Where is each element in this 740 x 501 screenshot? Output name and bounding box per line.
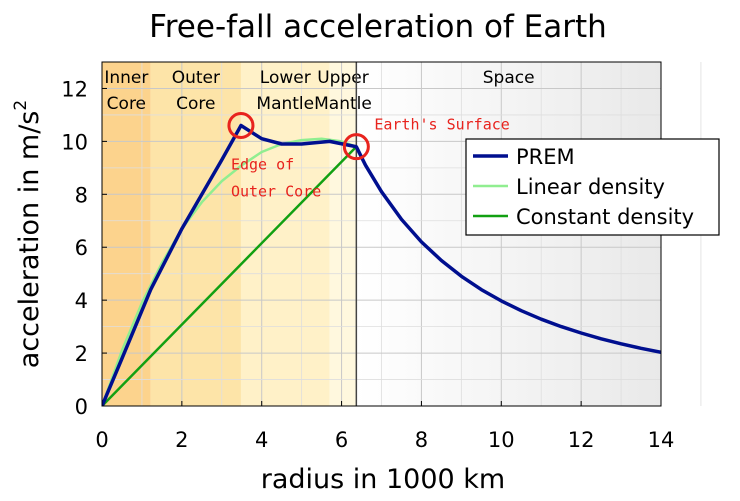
annotation-text: Edge of — [231, 156, 294, 174]
y-ticks: 0 2 4 6 8 10 12 — [61, 77, 107, 419]
legend-label: Constant density — [516, 205, 694, 229]
region-label: Mantle — [256, 94, 314, 114]
y-tick-label: 12 — [61, 77, 88, 101]
region-band — [240, 62, 330, 406]
y-tick-label: 2 — [75, 342, 88, 366]
legend-label: PREM — [516, 145, 575, 169]
x-tick-label: 6 — [335, 428, 348, 452]
region-labels: InnerCoreOuterCoreLowerMantleUpperMantle… — [104, 68, 534, 114]
series-line-linear-density — [102, 137, 357, 406]
legend-label: Linear density — [516, 175, 665, 199]
x-tick-label: 4 — [255, 428, 268, 452]
region-band — [150, 62, 241, 406]
annotation-circle — [342, 133, 370, 161]
x-tick-label: 10 — [488, 428, 515, 452]
region-label: Inner — [104, 68, 148, 88]
y-axis-label-text: acceleration in m/s — [14, 111, 45, 369]
chart-title: Free-fall acceleration of Earth — [149, 9, 607, 45]
region-label: Mantle — [314, 94, 372, 114]
series-line-prem — [102, 123, 661, 406]
annotations: Edge of Outer Core Earth's Surface — [227, 112, 510, 201]
x-tick-label: 2 — [175, 428, 188, 452]
annotation-text: Outer Core — [231, 183, 321, 201]
region-label: Lower — [260, 68, 311, 88]
x-tick-label: 0 — [95, 428, 108, 452]
y-tick-label: 4 — [75, 289, 88, 313]
region-label: Core — [107, 94, 146, 114]
y-tick-label: 0 — [75, 395, 88, 419]
y-axis-label: acceleration in m/s2 — [11, 100, 45, 368]
y-axis-label-exponent: 2 — [11, 100, 31, 111]
legend-box — [465, 138, 720, 236]
x-ticks: 0 2 4 6 8 10 12 14 — [95, 401, 674, 452]
annotation-circle — [227, 112, 255, 140]
annotation-text: Earth's Surface — [374, 116, 509, 134]
region-label: Upper — [317, 68, 368, 88]
x-axis-label: radius in 1000 km — [261, 464, 505, 495]
y-tick-label: 8 — [75, 183, 88, 207]
x-tick-label: 8 — [415, 428, 428, 452]
region-band — [329, 62, 357, 406]
region-label: Core — [176, 94, 215, 114]
region-label: Space — [483, 68, 535, 88]
series-line-constant-density — [102, 145, 358, 406]
x-tick-label: 14 — [648, 428, 675, 452]
y-tick-label: 10 — [61, 130, 88, 154]
region-label: Outer — [172, 68, 220, 88]
series-lines — [102, 123, 661, 406]
y-tick-label: 6 — [75, 236, 88, 260]
x-tick-label: 12 — [568, 428, 595, 452]
legend: PREM Linear density Constant density — [465, 138, 720, 236]
